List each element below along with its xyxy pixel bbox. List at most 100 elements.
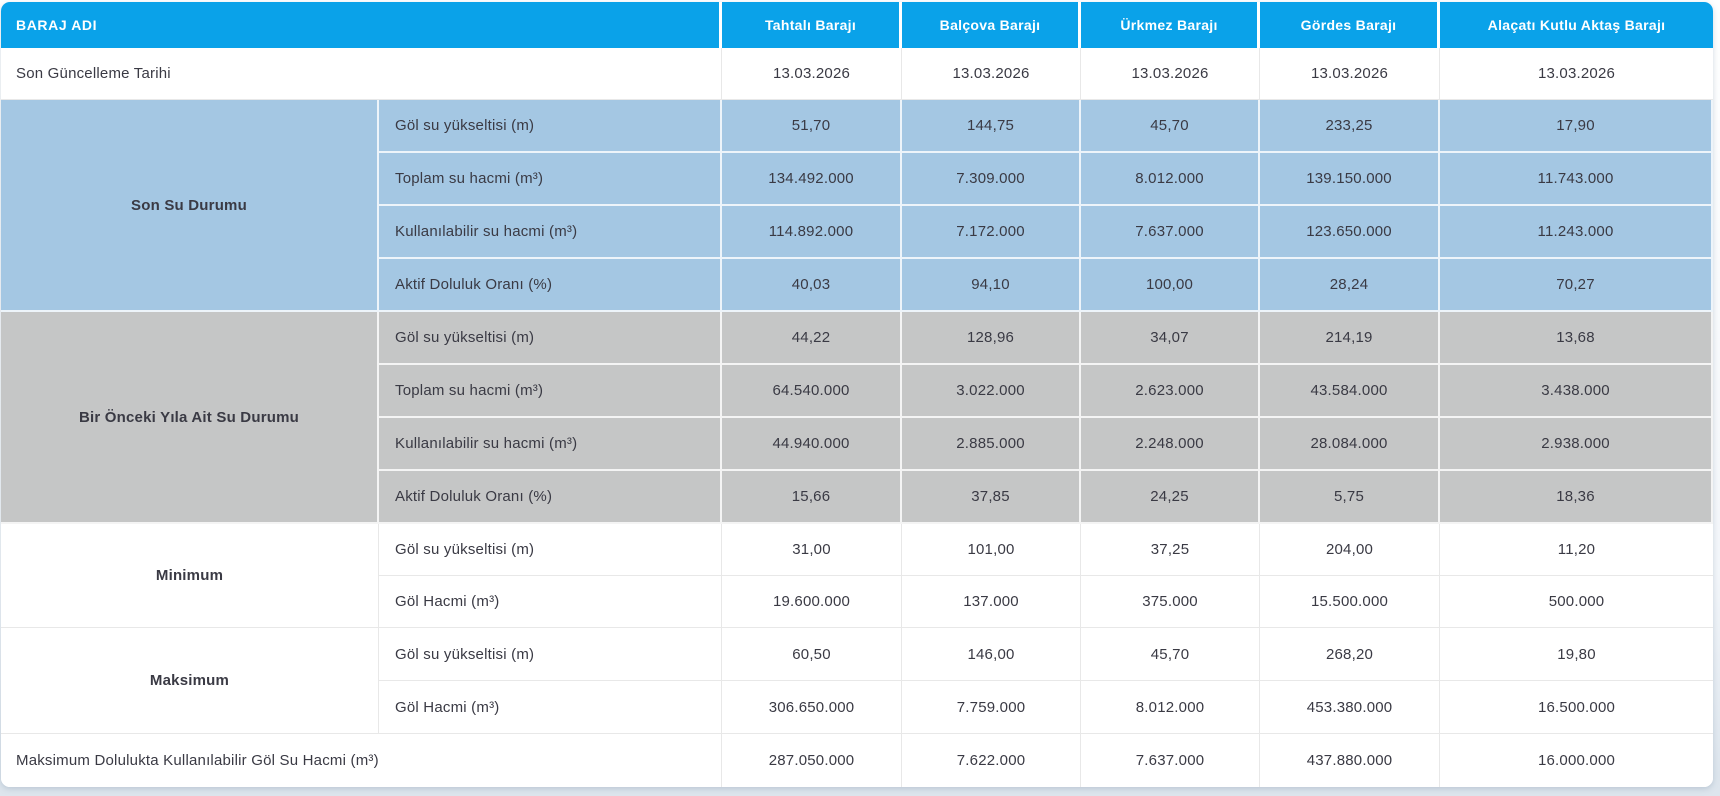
value-cell: 268,20: [1260, 628, 1441, 681]
table-row: Aktif Doluluk Oranı (%) 15,66 37,85 24,2…: [1, 471, 1713, 524]
value-cell: 13.03.2026: [1440, 48, 1713, 100]
table-row: Kullanılabilir su hacmi (m³) 44.940.000 …: [1, 418, 1713, 471]
table-row: Göl Hacmi (m³) 306.650.000 7.759.000 8.0…: [1, 681, 1713, 734]
value-cell: 28.084.000: [1260, 418, 1441, 471]
metric-label: Aktif Doluluk Oranı (%): [379, 259, 723, 312]
table-row: Göl Hacmi (m³) 19.600.000 137.000 375.00…: [1, 576, 1713, 628]
value-cell: 94,10: [902, 259, 1082, 312]
value-cell: 11.243.000: [1440, 206, 1713, 259]
value-cell: 101,00: [902, 524, 1082, 576]
value-cell: 18,36: [1440, 471, 1713, 524]
value-cell: 51,70: [722, 100, 903, 153]
metric-label: Göl Hacmi (m³): [379, 681, 723, 734]
value-cell: 34,07: [1081, 312, 1261, 365]
section-label-maksimum: Maksimum: [1, 628, 379, 734]
value-cell: 8.012.000: [1081, 681, 1261, 734]
value-cell: 2.248.000: [1081, 418, 1261, 471]
metric-label: Göl su yükseltisi (m): [379, 312, 723, 365]
value-cell: 7.637.000: [1081, 206, 1261, 259]
value-cell: 306.650.000: [722, 681, 903, 734]
footer-row: Maksimum Dolulukta Kullanılabilir Göl Su…: [1, 734, 1713, 787]
column-header-alacati: Alaçatı Kutlu Aktaş Barajı: [1440, 2, 1713, 48]
table-row: Aktif Doluluk Oranı (%) 40,03 94,10 100,…: [1, 259, 1713, 312]
metric-label: Toplam su hacmi (m³): [379, 365, 723, 418]
value-cell: 11.743.000: [1440, 153, 1713, 206]
value-cell: 28,24: [1260, 259, 1441, 312]
row-label-max-usable-volume: Maksimum Dolulukta Kullanılabilir Göl Su…: [1, 734, 723, 787]
section-label-son-su-durumu: Son Su Durumu: [1, 100, 379, 312]
value-cell: 7.172.000: [902, 206, 1082, 259]
value-cell: 19.600.000: [722, 576, 903, 628]
value-cell: 139.150.000: [1260, 153, 1441, 206]
value-cell: 8.012.000: [1081, 153, 1261, 206]
value-cell: 13.03.2026: [1081, 48, 1261, 100]
value-cell: 137.000: [902, 576, 1082, 628]
value-cell: 437.880.000: [1260, 734, 1441, 787]
metric-label: Göl su yükseltisi (m): [379, 628, 723, 681]
value-cell: 37,85: [902, 471, 1082, 524]
value-cell: 17,90: [1440, 100, 1713, 153]
value-cell: 3.438.000: [1440, 365, 1713, 418]
value-cell: 114.892.000: [722, 206, 903, 259]
value-cell: 128,96: [902, 312, 1082, 365]
table-row: Kullanılabilir su hacmi (m³) 114.892.000…: [1, 206, 1713, 259]
value-cell: 40,03: [722, 259, 903, 312]
table-header-row: BARAJ ADI Tahtalı Barajı Balçova Barajı …: [1, 2, 1713, 48]
column-header-gordes: Gördes Barajı: [1260, 2, 1441, 48]
value-cell: 60,50: [722, 628, 903, 681]
value-cell: 13.03.2026: [902, 48, 1082, 100]
value-cell: 233,25: [1260, 100, 1441, 153]
value-cell: 16.500.000: [1440, 681, 1713, 734]
value-cell: 7.759.000: [902, 681, 1082, 734]
column-header-urkmez: Ürkmez Barajı: [1081, 2, 1261, 48]
value-cell: 214,19: [1260, 312, 1441, 365]
table-row: Minimum Göl su yükseltisi (m) 31,00 101,…: [1, 524, 1713, 628]
value-cell: 16.000.000: [1440, 734, 1713, 787]
value-cell: 45,70: [1081, 100, 1261, 153]
value-cell: 13.03.2026: [722, 48, 903, 100]
value-cell: 19,80: [1440, 628, 1713, 681]
metric-label: Göl su yükseltisi (m): [379, 100, 723, 153]
column-header-balcova: Balçova Barajı: [902, 2, 1082, 48]
value-cell: 3.022.000: [902, 365, 1082, 418]
value-cell: 70,27: [1440, 259, 1713, 312]
table-row: Toplam su hacmi (m³) 64.540.000 3.022.00…: [1, 365, 1713, 418]
value-cell: 5,75: [1260, 471, 1441, 524]
value-cell: 7.309.000: [902, 153, 1082, 206]
value-cell: 100,00: [1081, 259, 1261, 312]
value-cell: 11,20: [1440, 524, 1713, 576]
value-cell: 13.03.2026: [1260, 48, 1441, 100]
metric-label: Göl Hacmi (m³): [379, 576, 723, 628]
table-row: Son Su Durumu Göl su yükseltisi (m) 51,7…: [1, 100, 1713, 312]
table-row: Maksimum Göl su yükseltisi (m) 60,50 146…: [1, 628, 1713, 734]
value-cell: 44,22: [722, 312, 903, 365]
column-header-baraj-adi: BARAJ ADI: [1, 2, 723, 48]
value-cell: 123.650.000: [1260, 206, 1441, 259]
section-label-minimum: Minimum: [1, 524, 379, 628]
value-cell: 37,25: [1081, 524, 1261, 576]
value-cell: 7.622.000: [902, 734, 1082, 787]
value-cell: 15.500.000: [1260, 576, 1441, 628]
value-cell: 15,66: [722, 471, 903, 524]
value-cell: 31,00: [722, 524, 903, 576]
metric-label: Kullanılabilir su hacmi (m³): [379, 418, 723, 471]
value-cell: 7.637.000: [1081, 734, 1261, 787]
value-cell: 134.492.000: [722, 153, 903, 206]
value-cell: 64.540.000: [722, 365, 903, 418]
value-cell: 375.000: [1081, 576, 1261, 628]
value-cell: 13,68: [1440, 312, 1713, 365]
value-cell: 146,00: [902, 628, 1082, 681]
row-label-update-date: Son Güncelleme Tarihi: [1, 48, 723, 100]
section-label-onceki-yil: Bir Önceki Yıla Ait Su Durumu: [1, 312, 379, 524]
value-cell: 45,70: [1081, 628, 1261, 681]
metric-label: Göl su yükseltisi (m): [379, 524, 723, 576]
table-row: Bir Önceki Yıla Ait Su Durumu Göl su yük…: [1, 312, 1713, 524]
value-cell: 2.885.000: [902, 418, 1082, 471]
value-cell: 43.584.000: [1260, 365, 1441, 418]
metric-label: Kullanılabilir su hacmi (m³): [379, 206, 723, 259]
value-cell: 2.623.000: [1081, 365, 1261, 418]
update-date-row: Son Güncelleme Tarihi 13.03.2026 13.03.2…: [1, 48, 1713, 100]
column-header-tahtali: Tahtalı Barajı: [722, 2, 903, 48]
